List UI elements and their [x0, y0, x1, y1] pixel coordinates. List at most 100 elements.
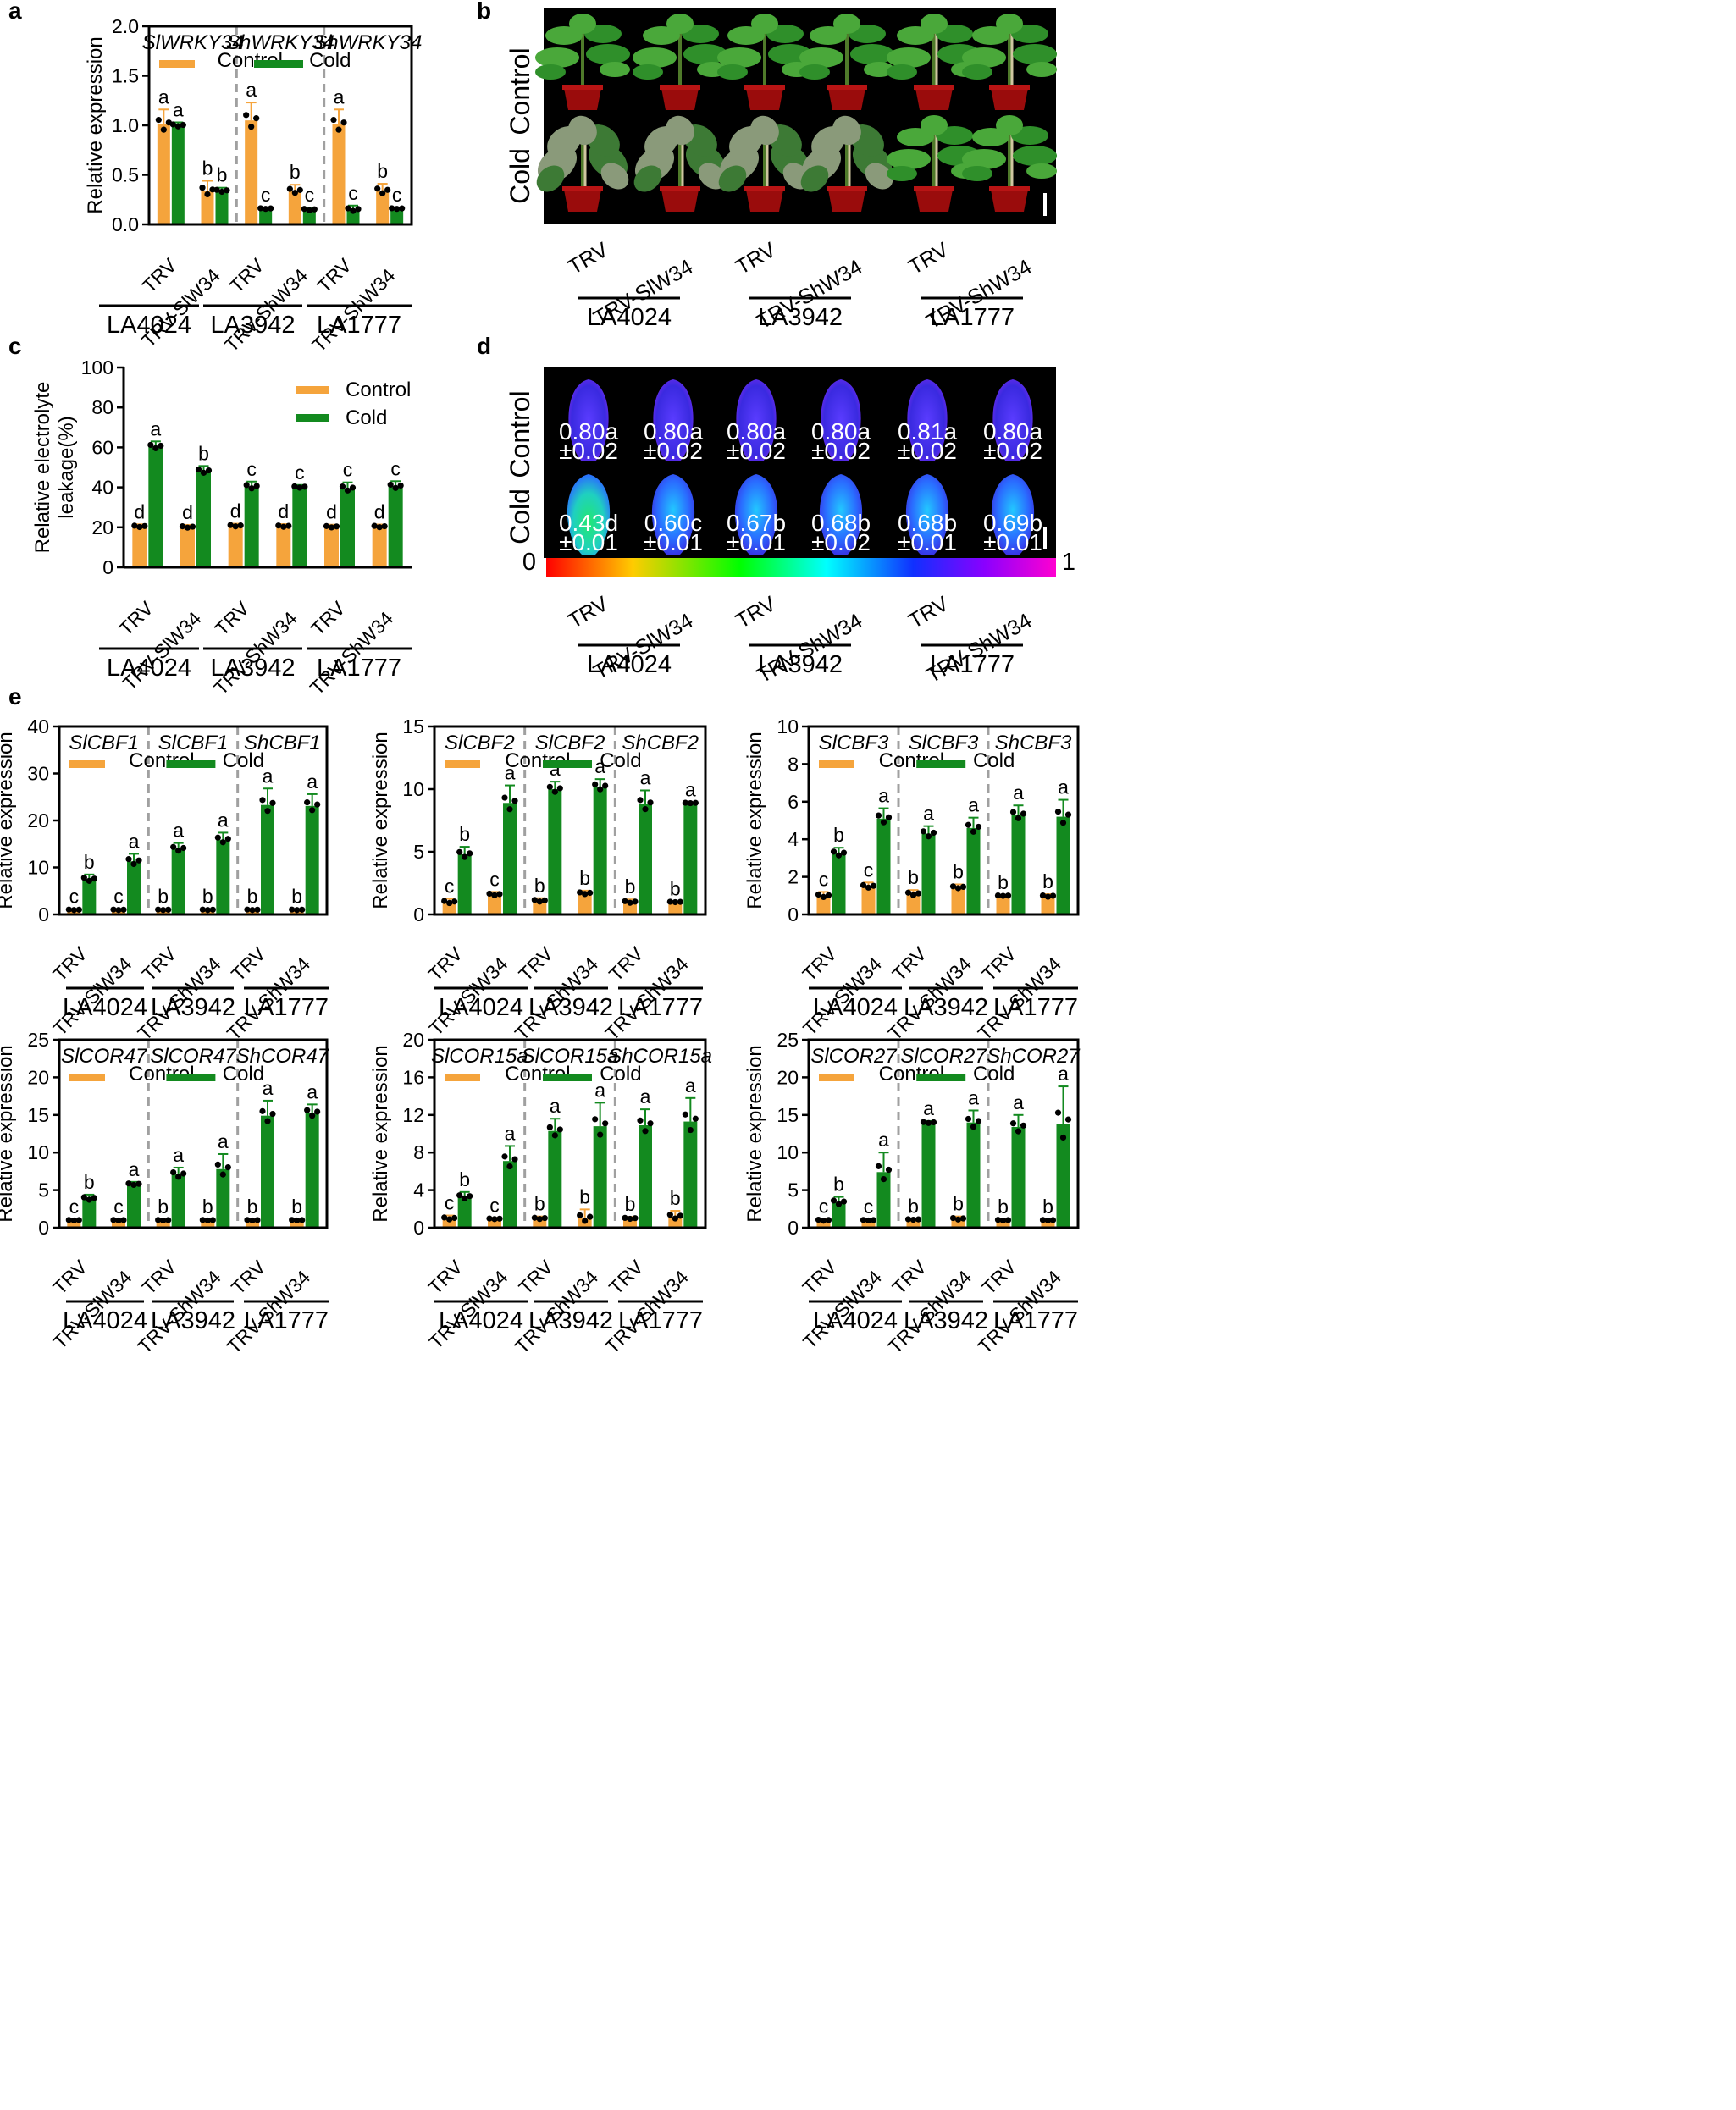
group-label-e5-0: LA4024: [439, 1307, 523, 1334]
bar-e6-control-0: [816, 1220, 831, 1228]
data-point-e6-0-4-1: [999, 1217, 1007, 1224]
data-point-e5-0-3-1: [582, 1218, 589, 1224]
y-tick-label-e4: 5: [38, 1179, 49, 1201]
data-point-e3-0-1-0: [860, 881, 867, 888]
bar-e6-cold-5: [1056, 1124, 1070, 1228]
y-tick-label-e6: 10: [777, 1141, 799, 1163]
fluorescence-leaf-cold-4: [905, 474, 949, 555]
data-point-c-0-1-1: [184, 524, 191, 531]
bar-e6-control-3: [951, 1218, 965, 1228]
bar-a-control-4: [332, 124, 346, 224]
pot: [746, 190, 783, 212]
sig-letter-e3-1-3: a: [968, 794, 979, 816]
sig-letter-e5-1-1: a: [505, 1122, 516, 1144]
bar-e4-control-4: [246, 1220, 259, 1228]
group-label-e4-2: LA1777: [244, 1307, 329, 1334]
data-point-e5-1-1-1: [506, 1163, 513, 1170]
data-point-e1-0-1-2: [120, 906, 127, 913]
data-point-e6-1-0-1: [835, 1201, 843, 1207]
pot: [746, 88, 783, 110]
data-point-c-1-0-0: [147, 441, 154, 449]
data-point-e2-0-1-1: [491, 892, 498, 898]
data-point-e2-1-2-1: [551, 788, 558, 795]
bar-e5-control-5: [668, 1216, 683, 1228]
fluorescence-leaf-control-5: [992, 379, 1033, 461]
y-tick-label-c: 0: [102, 556, 113, 578]
data-point-e5-0-3-0: [577, 1212, 583, 1218]
data-point-e2-0-5-2: [677, 898, 683, 905]
legend-swatch-control-e1: [69, 760, 105, 768]
pot: [915, 88, 953, 110]
x-tick-label-c-0: TRV: [114, 597, 158, 640]
leaf-5: [535, 64, 566, 80]
sig-letter-e1-0-4: b: [247, 886, 258, 908]
plant-control-5: [962, 14, 1057, 110]
x-tick-label-e3-4: TRV: [977, 942, 1020, 986]
fv-fm-cold-0: 0.43d: [559, 510, 618, 536]
data-point-e5-0-2-2: [541, 1215, 548, 1222]
x-tick-label-e6-2: TRV: [887, 1256, 931, 1299]
leaf-0: [535, 47, 579, 68]
fv-fm-control-3: 0.80a: [811, 418, 871, 445]
y-tick-label-e4: 20: [27, 1066, 49, 1088]
bar-a-cold-4: [346, 209, 360, 224]
x-tick-label-e5-2: TRV: [514, 1256, 557, 1299]
legend-swatch-cold-e1: [166, 760, 216, 768]
gene-name-e5-0: SlCOR15a: [431, 1045, 528, 1068]
data-point-a-1-1-1: [218, 188, 225, 196]
x-label-d-2: TRV: [732, 592, 780, 633]
fv-fm-control-4: 0.81a: [898, 418, 957, 445]
data-point-e2-0-0-2: [451, 898, 458, 905]
fluorescence-leaf-control-0: [568, 379, 609, 461]
group-label-e5-2: LA1777: [618, 1307, 703, 1334]
sig-letter-e6-1-4: a: [1013, 1091, 1024, 1113]
group-label-e6-0: LA4024: [813, 1307, 898, 1334]
sig-letter-c-1-4: c: [343, 459, 353, 481]
data-point-c-1-2-0: [243, 482, 250, 489]
legend-label-control-c: Control: [346, 378, 411, 401]
legend-label-cold-e1: Cold: [223, 749, 264, 772]
y-tick-label-e2: 5: [413, 841, 424, 863]
fluorescence-leaf-control-1: [653, 379, 694, 461]
data-point-e5-1-2-2: [556, 1126, 563, 1133]
fluorescence-leaf-cold-3: [819, 474, 863, 555]
y-tick-label-e3: 10: [777, 715, 799, 737]
sig-letter-a-1-1: b: [217, 164, 228, 186]
data-point-e1-0-2-0: [155, 906, 162, 913]
group-label-c-1: LA3942: [211, 655, 296, 682]
leaf-1: [586, 44, 630, 64]
data-point-c-0-5-2: [381, 522, 388, 530]
data-point-c-0-0-2: [141, 522, 148, 529]
x-label-d-4: TRV: [904, 592, 953, 633]
gene-name-e1-2: ShCBF1: [244, 732, 321, 754]
data-point-c-1-5-1: [392, 484, 399, 491]
bar-e4-cold-5: [305, 1113, 319, 1228]
bar-c-control-1: [180, 527, 195, 567]
sig-letter-e1-0-2: b: [158, 886, 169, 908]
data-point-c-0-3-1: [280, 523, 287, 530]
y-tick-label-c: 40: [91, 477, 113, 499]
data-point-e2-0-4-2: [632, 898, 639, 905]
x-tick-label-a-4: TRV: [312, 254, 356, 297]
data-point-e2-1-0-2: [467, 850, 473, 857]
data-point-e6-1-3-0: [965, 1115, 972, 1123]
sig-letter-e3-0-5: b: [1042, 870, 1053, 892]
sig-letter-e2-1-5: a: [685, 779, 696, 801]
data-point-e4-0-3-0: [199, 1217, 206, 1223]
data-point-e3-1-4-0: [1009, 809, 1017, 815]
data-point-a-0-2-2: [253, 115, 260, 122]
sig-letter-c-1-2: c: [246, 458, 257, 480]
data-point-a-0-0-1: [160, 126, 167, 133]
x-label-b-4: TRV: [904, 238, 953, 279]
leaf-6: [1026, 62, 1057, 77]
bar-a-control-5: [376, 191, 390, 224]
data-point-e2-0-3-1: [582, 891, 589, 898]
bar-c-control-2: [228, 525, 243, 567]
data-point-a-1-3-0: [301, 206, 307, 213]
fv-fm-control-sd-1: ±0.02: [644, 438, 703, 464]
data-point-e3-1-1-0: [875, 812, 882, 819]
group-label-c-2: LA1777: [317, 655, 401, 682]
data-point-e2-1-3-1: [597, 786, 604, 793]
legend-swatch-control-e3: [819, 760, 854, 768]
leaf-0: [799, 47, 843, 68]
